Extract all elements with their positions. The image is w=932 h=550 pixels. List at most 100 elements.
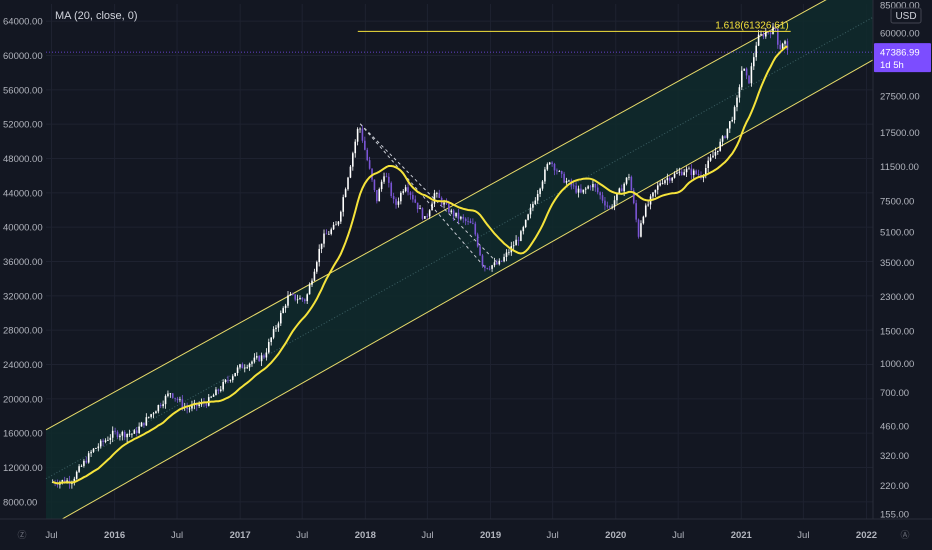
candle bbox=[589, 184, 592, 191]
candle bbox=[743, 68, 745, 71]
right-price-axis[interactable]: 85000.00 60000.00 27500.00 17500.00 11500.00… bbox=[872, 0, 932, 550]
candle-body bbox=[486, 268, 489, 269]
candle-body bbox=[157, 405, 160, 412]
candle-body bbox=[85, 460, 88, 463]
candle-body bbox=[613, 200, 616, 207]
candle-body bbox=[553, 163, 556, 171]
candle bbox=[762, 31, 765, 40]
candle bbox=[500, 260, 503, 262]
candle-body bbox=[83, 460, 85, 466]
candle-body bbox=[493, 262, 496, 266]
candle bbox=[517, 236, 520, 246]
right-axis-tick-label: 7500.00 bbox=[880, 196, 914, 207]
candle-body bbox=[385, 176, 388, 178]
candle-body bbox=[116, 431, 119, 438]
moving-average-line bbox=[52, 45, 788, 485]
candle bbox=[472, 218, 474, 225]
candle-body bbox=[743, 68, 745, 71]
candle-body bbox=[438, 193, 441, 198]
candle-body bbox=[135, 430, 138, 433]
candle bbox=[522, 225, 525, 235]
candle bbox=[275, 325, 277, 332]
candle-body bbox=[205, 403, 208, 406]
candle bbox=[234, 372, 236, 377]
candle bbox=[712, 151, 714, 158]
candle bbox=[186, 402, 188, 414]
candle bbox=[534, 197, 537, 205]
candle-body bbox=[508, 252, 510, 254]
fibonacci-level: 1.618(61326.61) bbox=[357, 20, 791, 32]
candle-body bbox=[246, 367, 248, 369]
candle-body bbox=[416, 202, 419, 210]
candle-body bbox=[765, 32, 767, 37]
candle-body bbox=[421, 208, 424, 219]
candle-body bbox=[709, 157, 712, 161]
candle-body bbox=[582, 189, 585, 193]
candle-body bbox=[750, 66, 753, 84]
dashed-trend-line bbox=[359, 123, 498, 263]
candle-body bbox=[133, 430, 136, 434]
candle bbox=[395, 197, 397, 209]
candle-body bbox=[335, 224, 337, 226]
candle-body bbox=[777, 28, 779, 45]
candle-body bbox=[191, 405, 193, 409]
candle bbox=[376, 190, 378, 204]
candle bbox=[625, 177, 628, 186]
candle bbox=[78, 464, 80, 473]
candle bbox=[731, 116, 733, 123]
candle bbox=[536, 190, 539, 204]
candle bbox=[750, 62, 753, 87]
time-axis-tick-label: Jul bbox=[797, 530, 809, 541]
candle bbox=[140, 421, 143, 427]
candle-body bbox=[596, 187, 599, 193]
candle-body bbox=[428, 210, 431, 217]
candle bbox=[263, 353, 265, 360]
candle-body bbox=[601, 195, 604, 201]
candle-body bbox=[541, 181, 544, 189]
candle-body bbox=[491, 265, 493, 269]
candle bbox=[323, 229, 325, 248]
candle bbox=[272, 326, 275, 340]
candle-body bbox=[572, 185, 575, 187]
candle bbox=[85, 456, 88, 464]
candle-body bbox=[731, 119, 733, 122]
candle bbox=[601, 191, 604, 204]
candle-body bbox=[376, 190, 378, 202]
candle bbox=[649, 194, 652, 210]
candle bbox=[229, 379, 232, 383]
left-axis-tick-label: 60000.00 bbox=[3, 51, 43, 62]
last-price-countdown: 1d 5h bbox=[880, 60, 904, 71]
candle bbox=[102, 438, 104, 447]
candle bbox=[695, 169, 697, 176]
candle-body bbox=[661, 183, 664, 184]
indicator-label[interactable]: MA (20, close, 0) bbox=[55, 10, 138, 22]
left-price-axis: 8000.00 12000.00 16000.00 20000.00 24000.00 2… bbox=[3, 17, 43, 509]
candle-body bbox=[332, 224, 335, 230]
candle-body bbox=[419, 208, 421, 210]
candle-body bbox=[539, 188, 541, 194]
candle bbox=[227, 375, 229, 384]
channel-fill bbox=[46, 0, 873, 529]
candle-body bbox=[481, 255, 484, 266]
right-axis-tick-label: 320.00 bbox=[880, 451, 909, 462]
candle-body bbox=[527, 214, 529, 220]
left-axis-tick-label: 28000.00 bbox=[3, 326, 43, 337]
candle-body bbox=[457, 212, 460, 219]
candle-body bbox=[325, 233, 328, 235]
candle-body bbox=[757, 34, 760, 46]
candle bbox=[580, 184, 582, 194]
candle-body bbox=[260, 355, 263, 362]
candle bbox=[553, 162, 556, 176]
time-axis[interactable]: Jul 2016 Jul 2017 Jul 2018 Jul 2019 Jul 2020 Jul 20… bbox=[0, 518, 932, 550]
candle bbox=[291, 292, 294, 296]
candle bbox=[642, 215, 645, 225]
candle bbox=[577, 185, 580, 198]
candle bbox=[95, 447, 97, 449]
candle-body bbox=[78, 466, 80, 472]
candle-body bbox=[361, 128, 364, 141]
candle bbox=[258, 355, 260, 362]
candle bbox=[548, 161, 551, 165]
candle bbox=[352, 151, 354, 171]
candle-body bbox=[654, 189, 657, 193]
